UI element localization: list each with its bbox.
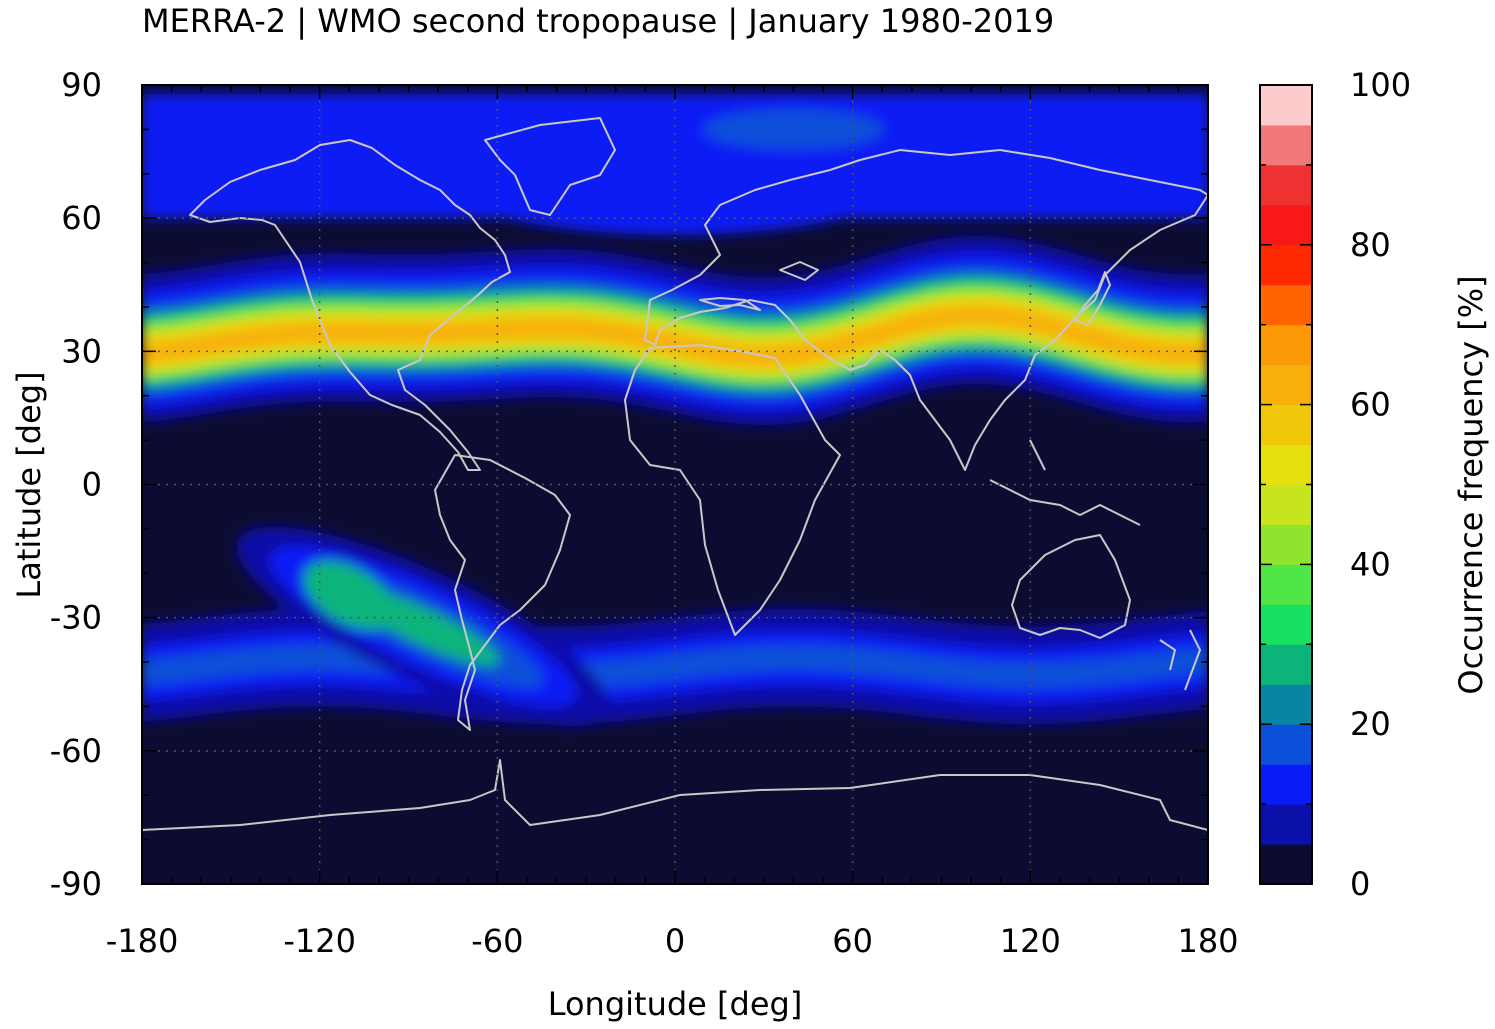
colorbar: 0 20 40 60 80 100 Occurrence frequency [%]: [1259, 66, 1490, 903]
colorbar-level: [1260, 284, 1312, 326]
plot-area: [141, 84, 1209, 885]
colorbar-levels: [1260, 85, 1312, 885]
coastline-south-america: [434, 454, 571, 731]
colorbar-level: [1260, 484, 1312, 525]
coastline-north-america: [189, 139, 511, 471]
y-tick-label: 0: [82, 466, 102, 504]
colorbar-level: [1260, 524, 1312, 565]
y-tick-label: -60: [50, 732, 102, 770]
y-axis-label: Latitude [deg]: [10, 371, 48, 598]
colorbar-level: [1260, 124, 1312, 166]
coastlines: [142, 117, 1208, 831]
colorbar-level: [1260, 724, 1312, 765]
colorbar-frame: [1259, 84, 1313, 885]
colorbar-level: [1260, 85, 1312, 126]
field-north-band: [142, 306, 1208, 366]
coastline-australia: [1011, 534, 1131, 639]
y-tick-label: 90: [61, 66, 102, 104]
colorbar-level: [1260, 684, 1312, 725]
colorbar-level: [1260, 764, 1312, 805]
x-tick-label: -120: [283, 922, 356, 960]
colorbar-tick-label: 60: [1350, 386, 1391, 424]
x-tick-label: 180: [1177, 922, 1238, 960]
colorbar-level: [1260, 364, 1312, 406]
coastline-maritime: [989, 439, 1201, 691]
chart-title: MERRA-2 | WMO second tropopause | Januar…: [142, 2, 1054, 40]
x-tick-label: 0: [665, 922, 685, 960]
plot-frame: [141, 84, 1209, 885]
colorbar-level: [1260, 404, 1312, 446]
field-arctic-max: [703, 109, 884, 150]
x-tick-label: 60: [832, 922, 873, 960]
colorbar-level: [1260, 844, 1312, 885]
colorbar-level: [1260, 164, 1312, 206]
y-tick-label: 30: [61, 332, 102, 370]
colorbar-tick-label: 0: [1350, 865, 1370, 903]
field-south-pacific-peak: [303, 560, 395, 631]
colorbar-tick-labels: 0 20 40 60 80 100: [1350, 66, 1411, 903]
coastline-antarctica: [142, 759, 1208, 831]
colorbar-level: [1260, 444, 1312, 485]
grid: [142, 85, 1208, 884]
coastline-greenland: [484, 117, 616, 216]
colorbar-tick-label: 80: [1350, 226, 1391, 264]
colorbar-tick-label: 20: [1350, 705, 1391, 743]
coastline-japan: [1074, 271, 1111, 326]
colorbar-level: [1260, 564, 1312, 605]
colorbar-label: Occurrence frequency [%]: [1452, 275, 1490, 694]
colorbar-level: [1260, 644, 1312, 685]
coastline-africa: [624, 344, 841, 636]
colorbar-level: [1260, 244, 1312, 286]
y-tick-labels: -90 -60 -30 0 30 60 90: [50, 66, 102, 903]
x-tick-label: -180: [106, 922, 179, 960]
y-tick-label: -90: [50, 865, 102, 903]
x-tick-labels: -180 -120 -60 0 60 120 180: [106, 922, 1239, 960]
colorbar-tick-label: 40: [1350, 545, 1391, 583]
colorbar-level: [1260, 604, 1312, 645]
colorbar-level: [1260, 324, 1312, 366]
x-tick-label: -60: [471, 922, 523, 960]
colorbar-level: [1260, 804, 1312, 845]
x-axis-label: Longitude [deg]: [548, 985, 803, 1023]
x-tick-label: 120: [1000, 922, 1061, 960]
y-tick-label: -30: [50, 599, 102, 637]
colorbar-level: [1260, 204, 1312, 246]
colorbar-tick-label: 100: [1350, 66, 1411, 104]
coastline-eurasia: [644, 149, 1208, 471]
y-tick-label: 60: [61, 199, 102, 237]
coastline-sea: [699, 261, 819, 311]
